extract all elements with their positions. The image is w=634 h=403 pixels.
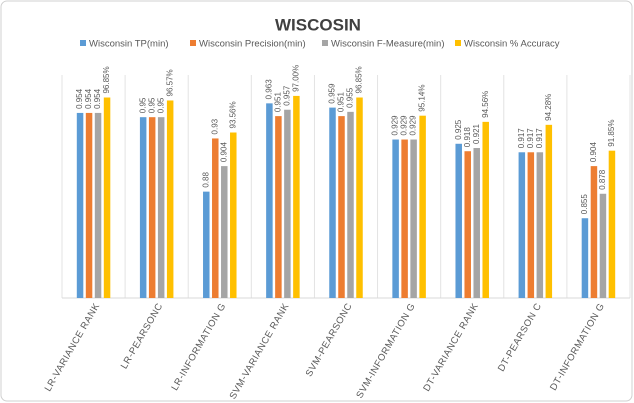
bar [166, 100, 174, 298]
bar [94, 112, 102, 298]
value-label: 0.917 [526, 128, 535, 149]
bar [401, 139, 408, 298]
bar [76, 112, 84, 298]
value-label: 0.95 [138, 97, 147, 113]
value-label: 0.963 [264, 79, 273, 100]
value-label: 91.85% [607, 120, 616, 147]
bar [536, 152, 544, 298]
value-label: 97.00% [291, 65, 300, 92]
bar [545, 124, 553, 298]
legend-label: Wisconsin % Accuracy [464, 39, 560, 50]
value-label: 0.929 [400, 115, 409, 136]
bar [212, 138, 219, 298]
value-label: 0.918 [463, 127, 472, 148]
bar [356, 97, 363, 298]
value-label: 0.95 [156, 97, 165, 113]
bar [473, 148, 480, 298]
value-label: 0.951 [337, 92, 346, 113]
value-label: 96.85% [355, 66, 364, 93]
value-label: 0.954 [93, 88, 102, 109]
bar [275, 116, 282, 298]
bar [329, 107, 336, 298]
value-label: 0.954 [75, 88, 84, 109]
legend-label: Wisconsin F-Measure(min) [331, 39, 445, 50]
value-label: 0.929 [391, 115, 400, 136]
value-label: 0.957 [282, 85, 291, 106]
legend-swatch [190, 40, 196, 46]
value-label: 0.88 [201, 172, 210, 188]
value-label: 0.904 [219, 142, 228, 163]
bar [464, 151, 471, 298]
value-label: 0.917 [517, 128, 526, 149]
bar [203, 191, 210, 298]
value-label: 94.56% [481, 91, 490, 118]
bar [455, 143, 462, 298]
bar [419, 115, 426, 299]
bar [527, 152, 535, 298]
bar [590, 166, 598, 298]
value-label: 0.925 [454, 119, 463, 140]
legend-swatch [455, 40, 461, 46]
bar [608, 150, 616, 298]
bar [230, 132, 237, 298]
value-label: 0.95 [147, 97, 156, 113]
bar [157, 117, 165, 298]
value-label: 0.93 [210, 118, 219, 134]
bar [85, 112, 93, 298]
value-label: 94.28% [544, 94, 553, 121]
bar [293, 95, 300, 298]
value-label: 0.917 [535, 128, 544, 149]
bar [482, 121, 489, 298]
bar [347, 111, 354, 298]
value-label: 93.56% [228, 101, 237, 128]
value-label: 0.955 [346, 87, 355, 108]
legend-label: Wisconsin TP(min) [89, 39, 169, 50]
bar [410, 139, 417, 298]
value-label: 0.921 [472, 123, 481, 144]
bar [148, 117, 156, 298]
value-label: 0.954 [84, 88, 93, 109]
value-label: 0.959 [328, 83, 337, 104]
bar [392, 139, 399, 298]
value-label: 0.904 [589, 142, 598, 163]
bar [103, 97, 111, 298]
bar [518, 152, 526, 298]
chart-title: WISCOSIN [275, 15, 361, 34]
legend-swatch [322, 40, 328, 46]
legend-label: Wisconsin Precision(min) [199, 39, 306, 50]
bar [139, 117, 147, 298]
value-label: 0.951 [273, 92, 282, 113]
bar [221, 166, 228, 298]
bar [266, 103, 273, 298]
bar [284, 109, 291, 299]
value-label: 0.878 [598, 169, 607, 190]
value-label: 0.929 [409, 115, 418, 136]
bar [581, 218, 589, 298]
bar [599, 193, 607, 298]
value-label: 96.57% [165, 69, 174, 96]
value-label: 96.85% [102, 66, 111, 93]
bar [338, 116, 345, 298]
legend-swatch [80, 40, 86, 46]
value-label: 95.14% [418, 85, 427, 112]
value-label: 0.855 [580, 194, 589, 215]
